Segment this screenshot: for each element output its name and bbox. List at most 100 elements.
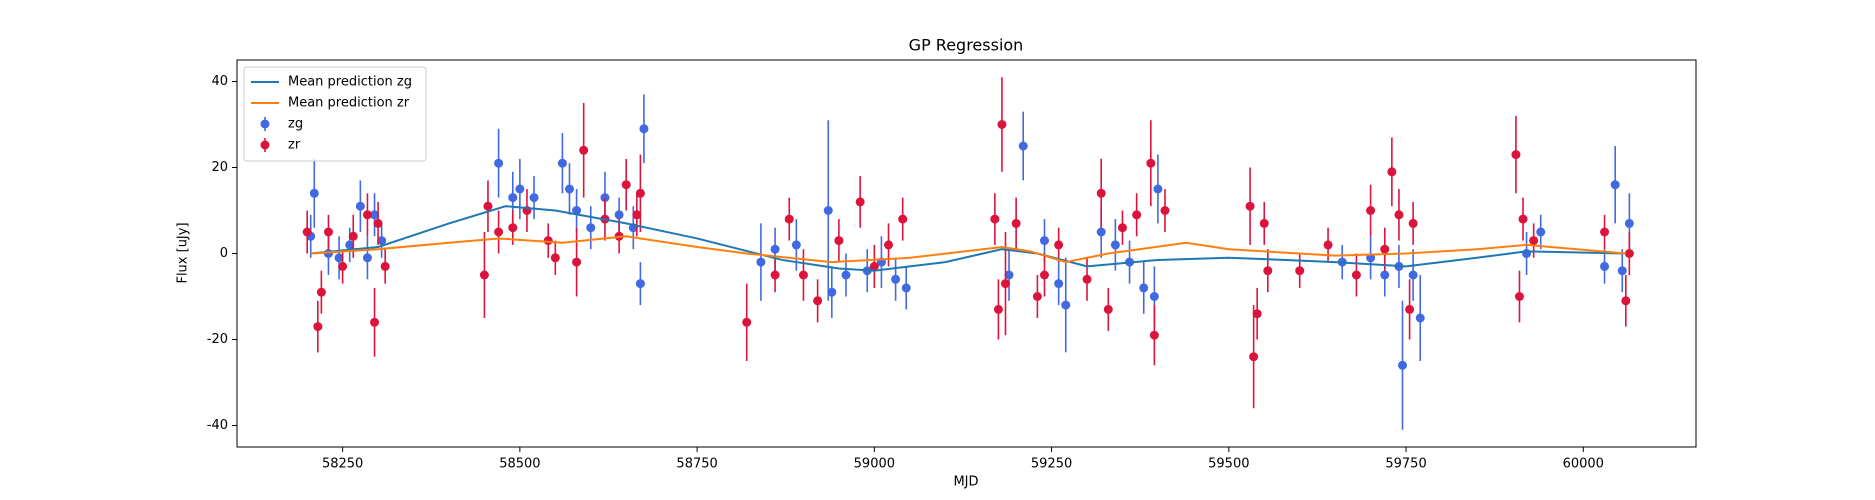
data-point (1061, 257, 1071, 353)
marker (355, 201, 365, 211)
data-point (1408, 249, 1418, 301)
marker (483, 201, 493, 211)
marker (823, 206, 833, 215)
marker (1387, 167, 1397, 177)
y-tick-label: 40 (211, 74, 228, 89)
data-point (1245, 167, 1255, 245)
data-point (1511, 115, 1521, 194)
marker (334, 253, 344, 263)
data-point (1351, 253, 1361, 297)
marker (1259, 218, 1269, 228)
data-point (1132, 193, 1142, 237)
marker (579, 145, 589, 155)
data-point (1610, 146, 1620, 224)
marker (302, 227, 312, 237)
data-point (1397, 300, 1407, 430)
x-tick-label: 58250 (322, 457, 363, 472)
marker (635, 188, 645, 198)
mean-line (310, 235, 1626, 264)
data-point (362, 193, 372, 237)
data-point (1139, 262, 1149, 314)
marker (370, 210, 380, 220)
data-point (639, 94, 649, 164)
marker (1153, 184, 1163, 194)
data-point (1323, 227, 1333, 263)
marker (479, 270, 489, 280)
data-point (813, 279, 823, 323)
marker (586, 223, 596, 233)
plot-frame (236, 59, 1697, 448)
marker (855, 197, 865, 207)
data-point (586, 206, 596, 250)
data-point (1011, 197, 1021, 250)
marker (557, 158, 567, 168)
marker (1610, 180, 1620, 190)
data-point (309, 158, 319, 228)
marker (1132, 210, 1142, 220)
marker (1536, 227, 1546, 237)
marker (1082, 274, 1092, 284)
data-point (841, 253, 851, 297)
data-point (1600, 214, 1610, 250)
data-point (323, 214, 333, 250)
marker (770, 270, 780, 280)
x-tick-label: 59500 (1208, 457, 1249, 472)
marker (827, 287, 837, 297)
data-point (1536, 214, 1546, 250)
data-point (869, 244, 879, 288)
data-point (377, 223, 387, 258)
marker (494, 158, 504, 168)
data-point (564, 163, 574, 215)
data-point (572, 227, 582, 297)
marker (1004, 270, 1014, 280)
marker (990, 214, 1000, 224)
data-point (621, 158, 631, 211)
marker (370, 317, 380, 327)
data-point (898, 197, 908, 241)
mean-line (310, 205, 1626, 272)
marker (1160, 206, 1170, 215)
data-point (572, 189, 582, 232)
x-tick-label: 59750 (1385, 457, 1426, 472)
marker (1032, 292, 1042, 301)
y-tick-label: 0 (220, 246, 228, 261)
data-point (798, 249, 808, 301)
data-point (345, 227, 355, 263)
marker (1366, 206, 1376, 215)
data-point (370, 287, 380, 357)
y-tick-label: 20 (211, 160, 228, 175)
data-point (370, 193, 380, 237)
x-tick-label: 58750 (676, 457, 717, 472)
y-tick-label: -40 (207, 418, 228, 433)
x-tick-label: 59250 (1031, 457, 1072, 472)
marker (313, 322, 323, 332)
data-point (1054, 227, 1064, 263)
x-tick-label: 59000 (854, 457, 895, 472)
marker (1624, 218, 1634, 228)
data-point (1039, 253, 1049, 297)
data-point (997, 77, 1007, 172)
marker (1408, 270, 1418, 280)
marker (1054, 240, 1064, 250)
marker (323, 227, 333, 237)
marker (1011, 218, 1021, 228)
data-point (557, 133, 567, 194)
marker (1110, 240, 1120, 250)
data-point (1249, 305, 1259, 409)
marker (635, 279, 645, 289)
x-axis-label: MJD (953, 475, 978, 490)
data-point (338, 249, 348, 284)
marker (841, 270, 851, 280)
marker (1149, 330, 1159, 340)
data-point (1387, 137, 1397, 207)
marker (770, 244, 780, 254)
data-point (1366, 184, 1376, 237)
marker (1096, 227, 1106, 237)
marker (784, 214, 794, 224)
data-point (1405, 279, 1415, 340)
marker (1617, 266, 1627, 276)
data-point (1259, 201, 1269, 245)
data-point (334, 236, 344, 280)
data-point (316, 270, 326, 314)
marker (515, 184, 525, 194)
